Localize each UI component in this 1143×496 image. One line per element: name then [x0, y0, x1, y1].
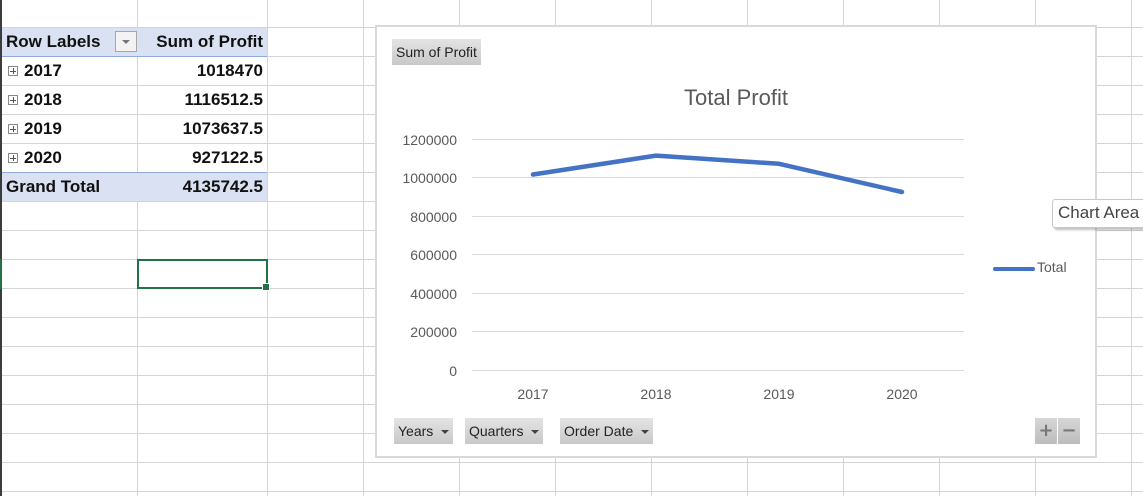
dropdown-arrow-icon [531, 430, 540, 435]
grand-total-value: 4135742.5 [182, 177, 263, 196]
legend-label[interactable]: Total [1037, 259, 1067, 275]
y-tick: 1000000 [402, 170, 457, 186]
x-tick: 2017 [517, 386, 549, 402]
years-field-button[interactable]: Years [394, 418, 454, 444]
order-date-label: Order Date [564, 423, 634, 439]
plot-area[interactable] [377, 27, 1095, 456]
row-value: 1073637.5 [182, 119, 263, 138]
row-value: 1116512.5 [184, 90, 263, 109]
chart-title[interactable]: Total Profit [684, 85, 788, 110]
expand-icon[interactable] [8, 66, 18, 76]
expand-icon[interactable] [8, 153, 18, 163]
expand-icon[interactable] [8, 95, 18, 105]
quarters-label: Quarters [469, 423, 524, 439]
x-tick: 2018 [640, 386, 672, 402]
row-header-edge [0, 0, 2, 496]
expand-icon[interactable] [8, 124, 18, 134]
row-label: 2019 [24, 119, 62, 138]
y-tick: 200000 [410, 324, 457, 340]
row-label: 2018 [24, 90, 62, 109]
pivot-header-row: Row Labels Sum of Profit [2, 28, 267, 57]
series-line-total [530, 153, 905, 195]
pivot-row-2018: 2018 1116512.5 [2, 86, 267, 114]
pivot-row-2020: 2020 927122.5 [2, 144, 267, 172]
legend-line-icon [993, 267, 1035, 271]
row-labels-filter-dropdown[interactable] [115, 31, 137, 52]
fill-handle[interactable] [262, 283, 270, 291]
y-tick: 0 [449, 363, 457, 379]
row-value: 927122.5 [192, 148, 263, 167]
grand-total-label: Grand Total [6, 177, 101, 196]
row-labels-header: Row Labels [6, 32, 101, 51]
dropdown-arrow-icon [641, 430, 650, 435]
y-tick: 800000 [410, 209, 457, 225]
expand-collapse-buttons: + − [1035, 418, 1081, 444]
y-tick: 600000 [410, 247, 457, 263]
sum-of-profit-header: Sum of Profit [156, 32, 263, 51]
collapse-field-button[interactable]: − [1058, 418, 1080, 444]
pivot-row-2017: 2017 1018470 [2, 57, 267, 85]
y-tick: 400000 [410, 286, 457, 302]
row-label: 2020 [24, 148, 62, 167]
selected-row-indicator [0, 259, 2, 289]
x-tick: 2019 [763, 386, 795, 402]
pivot-row-2019: 2019 1073637.5 [2, 115, 267, 143]
pivot-grand-total-row: Grand Total 4135742.5 [2, 172, 267, 201]
y-tick: 1200000 [402, 132, 457, 148]
selected-cell[interactable] [137, 259, 270, 291]
expand-field-button[interactable]: + [1035, 418, 1057, 444]
pivot-chart[interactable]: Sum of Profit Total Profit 1200000 10000… [375, 25, 1097, 458]
sum-of-profit-field-button[interactable]: Sum of Profit [392, 39, 481, 65]
dropdown-arrow-icon [441, 430, 450, 435]
row-label: 2017 [24, 61, 62, 80]
quarters-field-button[interactable]: Quarters [465, 418, 544, 444]
chart-area-tooltip: Chart Area [1052, 199, 1143, 228]
years-label: Years [398, 423, 434, 439]
row-value: 1018470 [196, 61, 263, 80]
order-date-field-button[interactable]: Order Date [560, 418, 654, 444]
x-tick: 2020 [886, 386, 918, 402]
